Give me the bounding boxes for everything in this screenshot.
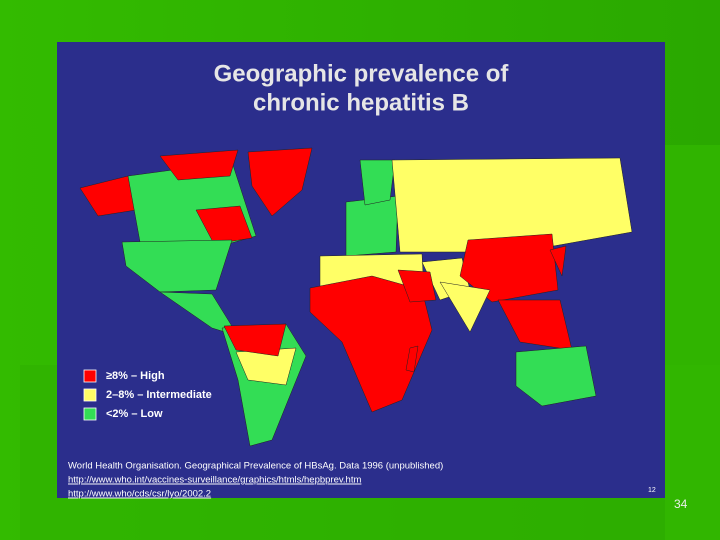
background-band: [665, 145, 720, 540]
citation: World Health Organisation. Geographical …: [68, 461, 443, 472]
legend-swatch: [83, 369, 97, 383]
legend-swatch: [83, 407, 97, 421]
legend-label: <2% – Low: [106, 408, 163, 420]
legend-label: ≥8% – High: [106, 370, 165, 382]
slide-number: 34: [674, 497, 688, 511]
legend-label: 2–8% – Intermediate: [106, 389, 212, 401]
citation-link[interactable]: http://www.who/cds/csr/lyo/2002.2: [68, 489, 211, 500]
title-line: Geographic prevalence of: [214, 60, 510, 87]
inner-number: 12: [648, 487, 656, 494]
world-map: [79, 147, 633, 447]
citation-link[interactable]: http://www.who.int/vaccines-surveillance…: [68, 475, 361, 486]
legend: ≥8% – High 2–8% – Intermediate <2% – Low: [83, 369, 212, 421]
title-line: chronic hepatitis B: [253, 89, 469, 116]
legend-swatch: [83, 388, 97, 402]
